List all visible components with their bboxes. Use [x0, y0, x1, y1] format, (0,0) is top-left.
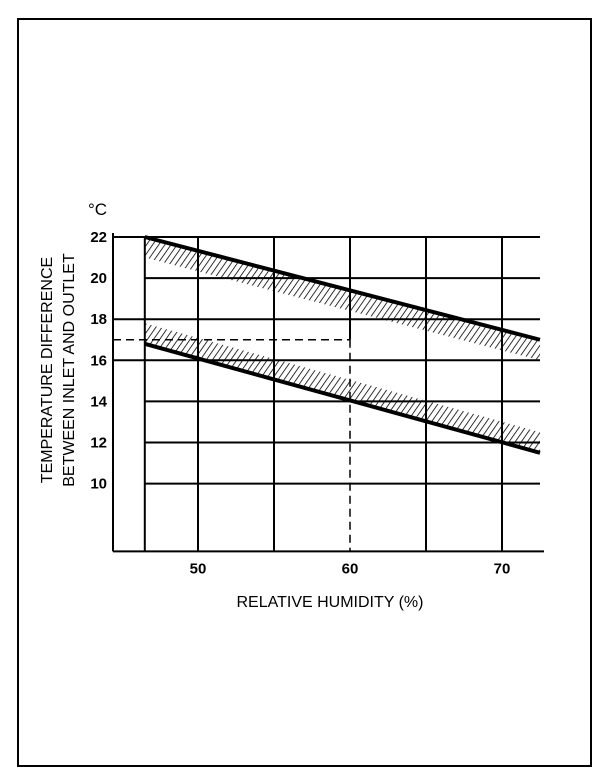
y-tick-label: 14: [90, 393, 107, 410]
y-axis-label-line-1: TEMPERATURE DIFFERENCE: [39, 257, 56, 483]
unit-label: °C: [88, 200, 107, 219]
y-tick-label: 10: [90, 476, 107, 493]
x-tick-label: 60: [342, 560, 359, 577]
hatched-band-2: [144, 323, 541, 453]
series-line-2: [144, 341, 541, 455]
x-axis-label: RELATIVE HUMIDITY (%): [237, 594, 424, 611]
y-tick-label: 22: [90, 229, 107, 246]
y-tick-label: 16: [90, 352, 107, 369]
x-tick-label: 50: [190, 560, 207, 577]
y-tick-label: 20: [90, 270, 107, 287]
x-tick-label: 70: [494, 560, 511, 577]
hatched-band-1: [144, 237, 541, 361]
page-frame: [17, 18, 592, 767]
y-tick-label: 18: [90, 311, 107, 328]
y-tick-label: 12: [90, 435, 107, 452]
series-line-1: [144, 235, 541, 342]
y-axis-label-line-2: BETWEEN INLET AND OUTLET: [61, 253, 78, 487]
